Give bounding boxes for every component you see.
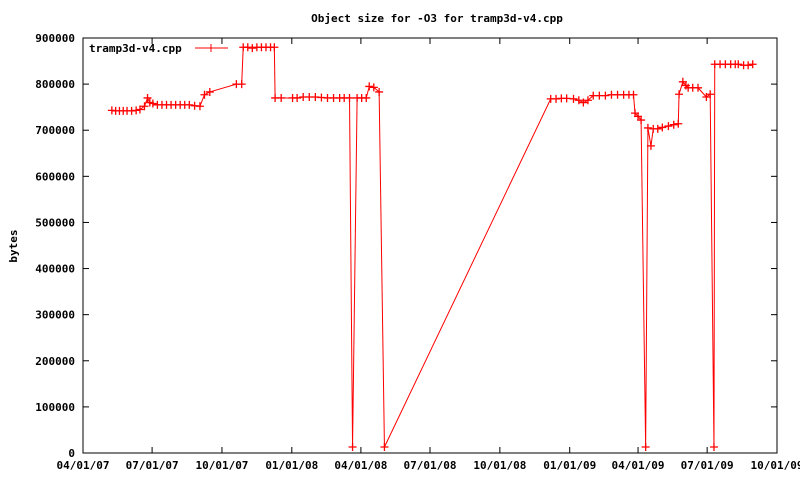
data-point <box>365 82 374 91</box>
data-point <box>243 43 252 52</box>
data-point <box>132 106 141 115</box>
data-point <box>675 90 684 99</box>
x-tick-label: 04/01/09 <box>612 459 665 472</box>
data-point <box>674 119 683 128</box>
data-point <box>574 96 583 105</box>
data-point <box>345 93 354 102</box>
x-tick-label: 10/01/07 <box>195 459 248 472</box>
y-axis-label: bytes <box>7 229 20 262</box>
data-point <box>569 94 578 103</box>
x-tick-label: 01/01/09 <box>543 459 596 472</box>
data-point <box>362 93 371 102</box>
y-tick-label: 100000 <box>35 401 75 414</box>
data-point <box>348 443 357 452</box>
axis-ticks: 0 100000 200000 300000 400000 500000 600000 700… <box>35 32 800 472</box>
data-point <box>185 100 194 109</box>
data-point <box>664 122 673 131</box>
data-point <box>669 120 678 129</box>
data-point <box>369 83 378 92</box>
x-tick-label: 01/01/08 <box>265 459 318 472</box>
data-point <box>135 105 144 114</box>
data-point <box>641 443 650 452</box>
data-point <box>562 94 571 103</box>
y-tick-label: 200000 <box>35 355 75 368</box>
y-tick-label: 800000 <box>35 78 75 91</box>
data-point <box>277 93 286 102</box>
data-point <box>375 87 384 96</box>
data-point <box>709 443 718 452</box>
y-tick-label: 600000 <box>35 170 75 183</box>
data-point <box>734 60 743 69</box>
series-line <box>111 46 753 448</box>
data-point <box>601 91 610 100</box>
data-point <box>744 61 753 70</box>
plot-border <box>82 37 778 454</box>
data-point <box>583 96 592 105</box>
x-tick-label: 07/01/09 <box>681 459 734 472</box>
data-point <box>579 98 588 107</box>
data-point <box>748 60 757 69</box>
y-tick-label: 500000 <box>35 216 75 229</box>
data-point <box>293 93 302 102</box>
data-point <box>237 80 246 89</box>
y-tick-label: 900000 <box>35 32 75 45</box>
data-point <box>248 44 257 53</box>
y-tick-label: 400000 <box>35 263 75 276</box>
x-tick-label: 04/01/07 <box>57 459 110 472</box>
x-tick-label: 07/01/07 <box>126 459 179 472</box>
data-point <box>380 443 389 452</box>
y-tick-label: 700000 <box>35 124 75 137</box>
chart-title: Object size for -O3 for tramp3d-v4.cpp <box>311 12 563 25</box>
data-point <box>629 90 638 99</box>
data-point <box>643 123 652 132</box>
x-tick-label: 10/01/08 <box>473 459 526 472</box>
legend-label: tramp3d-v4.cpp <box>89 42 182 55</box>
data-point <box>637 116 646 125</box>
x-tick-label: 10/01/09 <box>751 459 800 472</box>
series-tramp3d <box>107 43 757 452</box>
data-point <box>195 102 204 111</box>
data-point <box>658 123 667 132</box>
data-point <box>143 93 152 102</box>
y-tick-label: 0 <box>68 447 75 460</box>
data-point <box>646 141 655 150</box>
legend: tramp3d-v4.cpp <box>89 42 228 55</box>
data-point <box>140 102 149 111</box>
y-tick-label: 300000 <box>35 309 75 322</box>
x-tick-label: 04/01/08 <box>334 459 387 472</box>
data-point <box>200 90 209 99</box>
data-point <box>205 87 214 96</box>
data-point <box>706 90 715 99</box>
x-tick-label: 07/01/08 <box>404 459 457 472</box>
data-point <box>148 99 157 108</box>
data-point <box>694 83 703 92</box>
data-point <box>653 124 662 133</box>
data-point <box>270 43 279 52</box>
